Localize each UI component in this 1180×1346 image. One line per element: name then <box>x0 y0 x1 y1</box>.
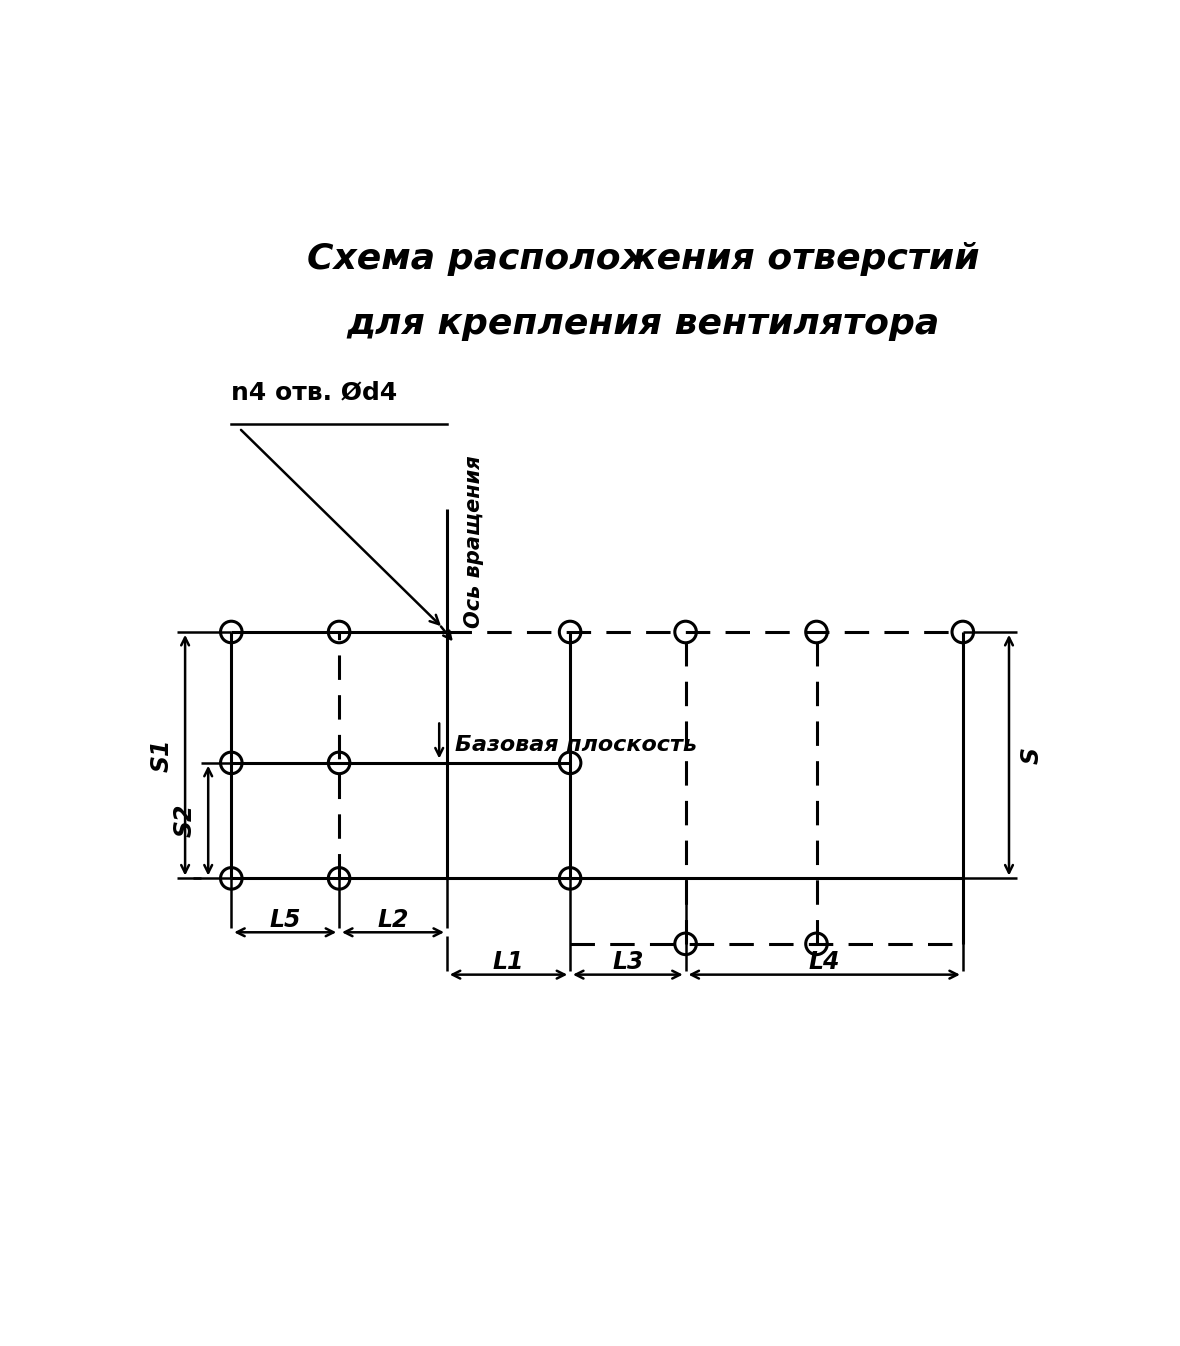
Text: L1: L1 <box>493 950 524 975</box>
Text: для крепления вентилятора: для крепления вентилятора <box>347 307 940 341</box>
Text: L5: L5 <box>269 909 301 931</box>
Text: Ось вращения: Ось вращения <box>464 455 484 629</box>
Text: n4 отв. Ød4: n4 отв. Ød4 <box>231 381 398 405</box>
Text: S: S <box>1020 747 1044 763</box>
Text: L3: L3 <box>612 950 643 975</box>
Text: Схема расположения отверстий: Схема расположения отверстий <box>307 241 979 276</box>
Text: S1: S1 <box>150 739 173 773</box>
Text: L4: L4 <box>808 950 840 975</box>
Text: S2: S2 <box>173 804 197 837</box>
Text: Базовая плоскость: Базовая плоскость <box>454 735 696 755</box>
Text: L2: L2 <box>378 909 408 931</box>
